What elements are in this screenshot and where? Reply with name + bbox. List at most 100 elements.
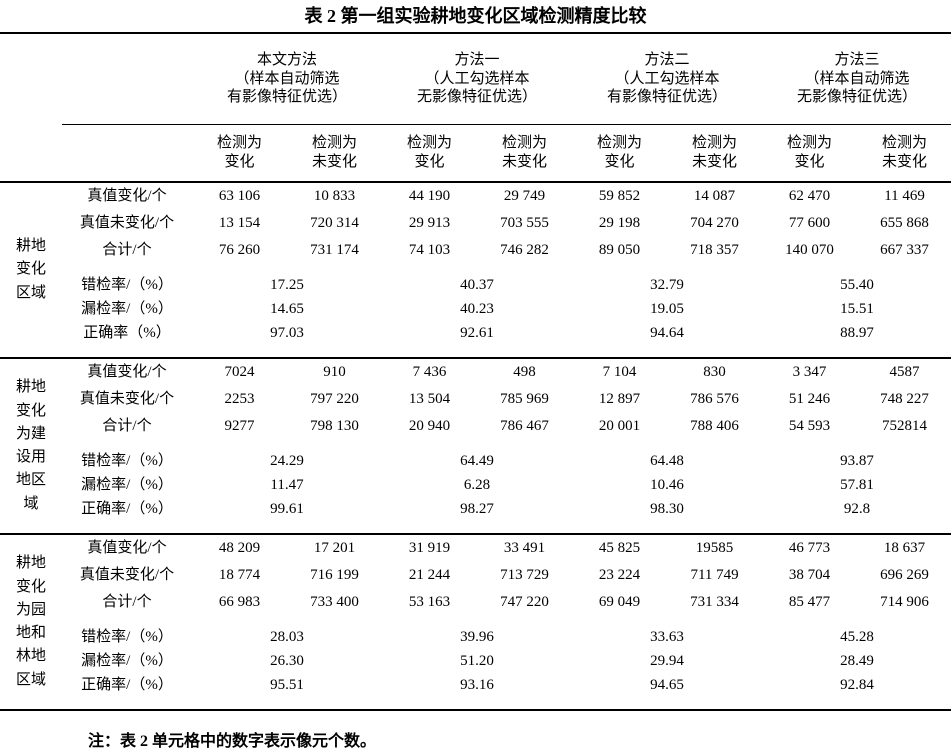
subheader-row: 检测为 变化 检测为 未变化 检测为 变化 检测为 未变化 检测为 变化 检测为… — [0, 124, 951, 183]
cell-value: 20 001 — [598, 418, 641, 435]
cell-rate: 28.03 — [270, 628, 304, 645]
table-row: 漏检率/（%） 26.30 51.20 29.94 28.49 — [0, 649, 951, 673]
cell-value: 786 576 — [690, 391, 739, 408]
cell-rate: 14.65 — [270, 300, 304, 317]
corner-cell-label — [62, 34, 192, 125]
cell-value: 31 919 — [408, 540, 451, 557]
cell-value: 12 897 — [598, 391, 641, 408]
method-header-1: 方法一 （人工勾选样本 无影像特征优选） — [382, 34, 573, 125]
row-label: 合计/个 — [102, 242, 152, 259]
table-row: 合计/个 76 260 731 174 74 103 746 282 89 05… — [0, 237, 951, 264]
cell-rate: 26.30 — [270, 652, 304, 669]
row-label: 漏检率/（%） — [81, 652, 173, 669]
cell-rate: 92.84 — [762, 673, 951, 711]
row-label: 错检率/（%） — [81, 452, 173, 469]
cell-value: 14 087 — [693, 188, 736, 205]
cell-rate: 6.28 — [463, 476, 491, 493]
group-label-change-to-construction: 耕地 变化 为建 设用 地区 域 — [0, 358, 62, 535]
cell-rate: 93.87 — [840, 452, 874, 469]
cell-value: 797 220 — [310, 391, 359, 408]
cell-value: 696 269 — [880, 567, 929, 584]
cell-value: 10 833 — [313, 188, 356, 205]
cell-value: 711 749 — [690, 567, 739, 584]
cell-value: 44 190 — [408, 188, 451, 205]
cell-value: 731 334 — [690, 594, 739, 611]
cell-value: 655 868 — [880, 215, 929, 232]
cell-value: 13 504 — [408, 391, 451, 408]
cell-value: 17 201 — [313, 540, 356, 557]
table-row: 正确率/（%） 99.61 98.27 98.30 92.8 — [0, 497, 951, 535]
cell-value: 46 773 — [788, 540, 831, 557]
cell-value: 7024 — [224, 364, 255, 381]
row-label: 漏检率/（%） — [81, 476, 173, 493]
cell-rate: 40.37 — [460, 276, 494, 293]
subheader-detected-unchanged: 检测为 未变化 — [287, 124, 383, 183]
row-label: 真值未变化/个 — [79, 391, 175, 408]
subheader-detected-changed: 检测为 变化 — [192, 124, 287, 183]
cell-value: 20 940 — [408, 418, 451, 435]
table-title: 表 2 第一组实验耕地变化区域检测精度比较 — [0, 0, 951, 34]
cell-value: 48 209 — [218, 540, 261, 557]
table-row: 错检率/（%） 17.25 40.37 32.79 55.40 — [0, 264, 951, 297]
cell-value: 69 049 — [598, 594, 641, 611]
cell-value: 830 — [703, 364, 726, 381]
subheader-detected-changed: 检测为 变化 — [572, 124, 668, 183]
cell-value: 703 555 — [500, 215, 549, 232]
cell-value: 54 593 — [788, 418, 831, 435]
cell-rate: 93.16 — [382, 673, 573, 711]
cell-value: 29 749 — [503, 188, 546, 205]
group-label-change-to-orchard-forest: 耕地 变化 为园 地和 林地 区域 — [0, 534, 62, 711]
subheader-detected-changed: 检测为 变化 — [762, 124, 858, 183]
cell-value: 45 825 — [598, 540, 641, 557]
cell-value: 59 852 — [598, 188, 641, 205]
cell-rate: 55.40 — [840, 276, 874, 293]
cell-rate: 98.30 — [572, 497, 763, 535]
method-header-2: 方法二 （人工勾选样本 有影像特征优选） — [572, 34, 763, 125]
row-label: 错检率/（%） — [81, 628, 173, 645]
table-row: 错检率/（%） 24.29 64.49 64.48 93.87 — [0, 440, 951, 473]
cell-value: 733 400 — [310, 594, 359, 611]
cell-value: 18 774 — [218, 567, 261, 584]
row-label: 真值未变化/个 — [79, 215, 175, 232]
method-header-3: 方法三 （样本自动筛选 无影像特征优选） — [762, 34, 951, 125]
cell-value: 77 600 — [788, 215, 831, 232]
cell-value: 748 227 — [880, 391, 929, 408]
row-label: 漏检率/（%） — [81, 300, 173, 317]
cell-value: 704 270 — [690, 215, 739, 232]
cell-rate: 95.51 — [192, 673, 383, 711]
cell-rate: 92.61 — [382, 321, 573, 359]
table-row: 正确率（%） 97.03 92.61 94.64 88.97 — [0, 321, 951, 359]
cell-value: 62 470 — [788, 188, 831, 205]
cell-value: 140 070 — [785, 242, 834, 259]
cell-value: 7 104 — [602, 364, 637, 381]
cell-value: 23 224 — [598, 567, 641, 584]
subheader-detected-unchanged: 检测为 未变化 — [857, 124, 951, 183]
cell-value: 720 314 — [310, 215, 359, 232]
cell-value: 85 477 — [788, 594, 831, 611]
cell-rate: 39.96 — [460, 628, 494, 645]
cell-rate: 29.94 — [650, 652, 684, 669]
cell-rate: 11.47 — [270, 476, 304, 493]
cell-value: 63 106 — [218, 188, 261, 205]
row-label: 正确率/（%） — [62, 673, 192, 711]
cell-value: 19585 — [695, 540, 734, 557]
cell-rate: 33.63 — [650, 628, 684, 645]
cell-value: 53 163 — [408, 594, 451, 611]
cell-value: 667 337 — [880, 242, 929, 259]
table-row: 真值未变化/个 18 774 716 199 21 244 713 729 23… — [0, 562, 951, 589]
cell-rate: 64.49 — [460, 452, 494, 469]
table-row: 合计/个 66 983 733 400 53 163 747 220 69 04… — [0, 589, 951, 616]
row-label: 合计/个 — [102, 418, 152, 435]
cell-rate: 57.81 — [840, 476, 874, 493]
cell-value: 29 913 — [408, 215, 451, 232]
table-row: 正确率/（%） 95.51 93.16 94.65 92.84 — [0, 673, 951, 711]
table-footnote: 注：表 2 单元格中的数字表示像元个数。 — [88, 733, 377, 750]
cell-value: 29 198 — [598, 215, 641, 232]
cell-value: 2253 — [224, 391, 255, 408]
cell-value: 89 050 — [598, 242, 641, 259]
cell-value: 4587 — [889, 364, 920, 381]
method-header-row: 本文方法 （样本自动筛选 有影像特征优选） 方法一 （人工勾选样本 无影像特征优… — [0, 34, 951, 125]
cell-rate: 99.61 — [192, 497, 383, 535]
table-row: 耕地 变化 为建 设用 地区 域 真值变化/个 7024 910 7 436 4… — [0, 358, 951, 535]
accuracy-comparison-table: 本文方法 （样本自动筛选 有影像特征优选） 方法一 （人工勾选样本 无影像特征优… — [0, 34, 951, 711]
